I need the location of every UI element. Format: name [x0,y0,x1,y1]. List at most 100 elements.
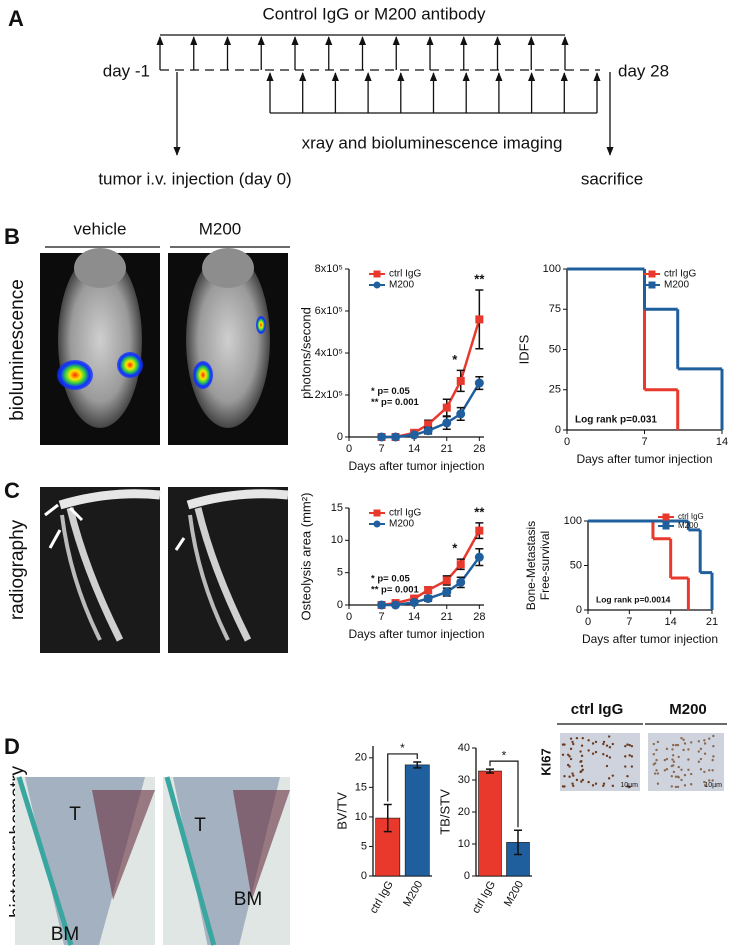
bone [58,489,161,510]
legend-marker [648,281,656,289]
x-tick-label: 7 [641,436,647,448]
nucleus [676,775,680,778]
nucleus [674,743,678,747]
mouse-head [74,248,126,288]
y-tick-label: 25 [549,384,561,396]
nucleus [566,763,570,767]
x-tick-label: 0 [346,443,352,455]
nucleus [568,775,571,778]
legend-label: ctrl IgG [389,508,421,519]
nucleus [602,740,606,744]
nucleus [630,765,634,768]
y-tick-label: 0 [337,599,343,611]
nucleus [587,739,590,742]
image-label: T [194,815,206,836]
nucleus [665,757,669,761]
nucleus [699,757,703,761]
nucleus [605,744,609,747]
y-tick-label: 10 [355,811,367,823]
nucleus [689,772,693,776]
x-tick-label: 21 [706,616,718,628]
nucleus [602,784,605,788]
photo [168,487,288,653]
bone [186,489,289,510]
nucleus [687,758,690,761]
x-tick-label: ctrl IgG [368,879,396,916]
point [377,600,387,610]
x-tick-label: 21 [441,443,453,455]
nucleus [561,785,565,788]
nucleus [571,740,574,744]
panel-letter: C [4,478,20,503]
nucleus [703,742,707,745]
x-tick-label: 0 [346,611,352,623]
nucleus [703,752,707,755]
p-value-note: * p= 0.05 [371,386,411,397]
point [423,594,433,604]
nucleus [594,750,598,754]
nucleus [683,784,687,787]
nucleus [581,768,584,771]
panel-letter: A [8,6,24,31]
nucleus [572,784,575,788]
nucleus [602,782,606,785]
photo [40,487,160,653]
x-tick-label: 7 [626,616,632,628]
nucleus [572,774,575,777]
nucleus [697,750,701,753]
nucleus [677,755,680,759]
point [424,586,433,595]
point [442,418,452,428]
nucleus [579,750,582,753]
pointer-arrow [68,506,84,522]
point [456,409,466,419]
legend-marker [648,270,656,278]
y-axis-label: TB/STV [437,789,452,835]
image-label: T [69,804,81,825]
x-tick-label: 14 [665,616,677,628]
photo [648,733,724,791]
nucleus [674,775,678,778]
nucleus [626,775,629,778]
pointer-arrow [44,503,59,517]
nucleus [628,754,631,757]
x-tick-label: 28 [473,611,485,623]
nucleus [699,768,703,771]
nucleus [575,778,579,782]
legend-marker [373,270,381,278]
y-tick-label: 15 [331,502,343,514]
scale-bar-label: 10µm [704,782,722,789]
nucleus [712,755,715,758]
y-tick-label: 8x10⁵ [315,263,343,275]
y-axis-label: IDFS [516,334,531,364]
point [377,432,387,442]
y-tick-label: 2x10⁵ [315,389,343,401]
nucleus [624,765,627,768]
nucleus [672,770,676,774]
nucleus [689,741,693,744]
nucleus [703,739,706,742]
nucleus [580,764,584,768]
x-tick-label: 0 [564,436,570,448]
point [423,426,433,436]
significance-bracket [489,760,519,828]
y-tick-label: 6x10⁵ [315,305,343,317]
nucleus [581,736,584,740]
legend-label: M200 [664,280,689,291]
significance: ** [474,504,485,519]
legend-label: M200 [678,521,699,530]
y-axis-label: photons/second [298,307,313,399]
nucleus [580,770,583,773]
legend-marker [373,281,381,289]
legend-marker [373,509,381,517]
significance: * [452,352,458,367]
nucleus [630,744,634,748]
stain-label: KI67 [538,748,553,775]
nucleus [656,782,660,785]
nucleus [665,768,669,771]
error-bar [383,803,392,833]
x-tick-label: 28 [473,443,485,455]
nucleus [571,782,574,785]
nucleus [670,764,673,768]
nucleus [670,775,673,778]
